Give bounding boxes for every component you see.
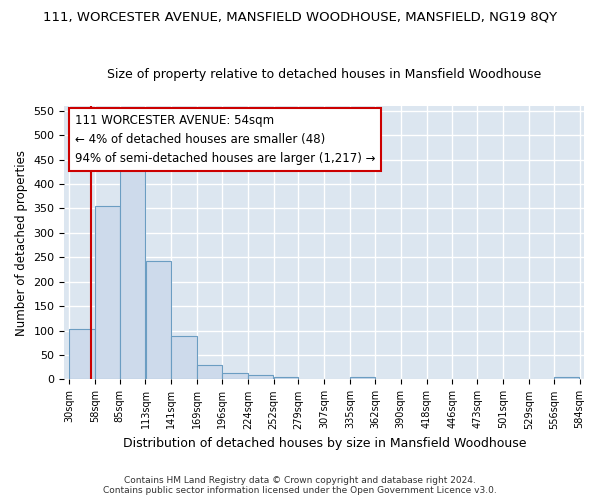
Text: Contains HM Land Registry data © Crown copyright and database right 2024.
Contai: Contains HM Land Registry data © Crown c… <box>103 476 497 495</box>
Bar <box>197 365 222 380</box>
Bar <box>554 377 580 380</box>
Bar <box>95 206 119 380</box>
Bar <box>146 261 171 380</box>
Text: 111 WORCESTER AVENUE: 54sqm
← 4% of detached houses are smaller (48)
94% of semi: 111 WORCESTER AVENUE: 54sqm ← 4% of deta… <box>75 114 375 165</box>
Text: 111, WORCESTER AVENUE, MANSFIELD WOODHOUSE, MANSFIELD, NG19 8QY: 111, WORCESTER AVENUE, MANSFIELD WOODHOU… <box>43 10 557 23</box>
Bar <box>120 160 145 380</box>
Bar <box>274 376 298 380</box>
Bar <box>248 374 274 380</box>
Bar <box>222 372 248 380</box>
Bar <box>350 377 375 380</box>
Bar <box>172 336 197 380</box>
Bar <box>69 329 95 380</box>
Title: Size of property relative to detached houses in Mansfield Woodhouse: Size of property relative to detached ho… <box>107 68 541 81</box>
Y-axis label: Number of detached properties: Number of detached properties <box>15 150 28 336</box>
X-axis label: Distribution of detached houses by size in Mansfield Woodhouse: Distribution of detached houses by size … <box>122 437 526 450</box>
